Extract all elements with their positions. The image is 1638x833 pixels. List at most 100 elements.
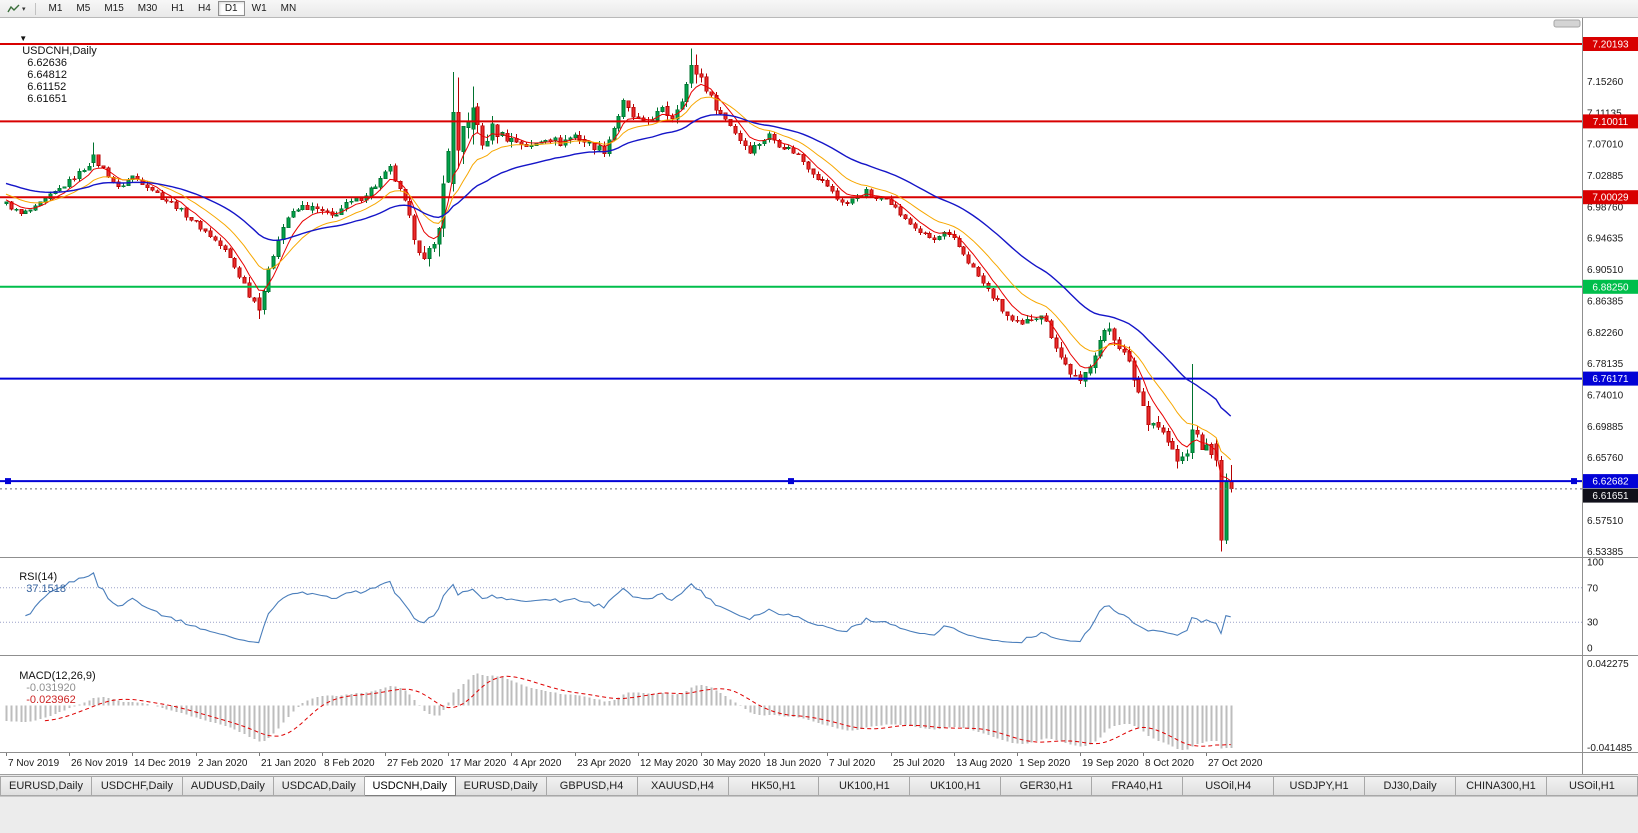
price-axis: 7.15260 7.11135 7.07010 7.02885 6.98760 6.946… [1587, 77, 1624, 558]
line-selection-handle[interactable] [1571, 478, 1577, 485]
date-label: 1 Sep 2020 [1019, 758, 1071, 769]
price-badge [1583, 488, 1638, 503]
tab-usdcad-daily[interactable]: USDCAD,Daily [273, 776, 365, 796]
tab-usoil-h4[interactable]: USOil,H4 [1183, 776, 1275, 796]
chart-canvas[interactable]: 7.15260 7.11135 7.07010 7.02885 6.98760 6.946… [0, 18, 1638, 774]
timeframe-button-m15[interactable]: M15 [97, 1, 130, 16]
date-label: 7 Nov 2019 [8, 758, 60, 769]
line-selection-handle[interactable] [5, 478, 11, 485]
price-badge [1583, 114, 1638, 129]
price-tick-label: 6.65760 [1587, 453, 1624, 464]
price-badge-label: 6.62682 [1592, 477, 1629, 488]
price-tick-label: 7.15260 [1587, 77, 1624, 88]
chart-type-button[interactable]: ▾ [4, 1, 29, 16]
timeframe-button-w1[interactable]: W1 [245, 1, 274, 16]
moving-average-6 [5, 83, 1231, 482]
timeframe-button-m30[interactable]: M30 [131, 1, 164, 16]
date-label: 27 Feb 2020 [387, 758, 444, 769]
price-tick-label: 7.11135 [1587, 108, 1622, 119]
date-label: 27 Oct 2020 [1208, 758, 1263, 769]
date-label: 14 Dec 2019 [134, 758, 191, 769]
price-badge [1583, 37, 1638, 51]
price-badge-label: 7.20193 [1592, 40, 1629, 51]
date-label: 18 Jun 2020 [766, 758, 821, 769]
price-tick-label: 6.94635 [1587, 234, 1624, 245]
rsi-axis-label: 0 [1587, 644, 1593, 655]
timeframe-button-h4[interactable]: H4 [191, 1, 218, 16]
price-tick-label: 6.98760 [1587, 202, 1624, 213]
timeframe-button-group: M1 M5 M15 M30 H1 H4 D1 W1 MN [42, 1, 304, 16]
timeframe-button-m5[interactable]: M5 [69, 1, 97, 16]
macd-signal-line [44, 675, 1231, 747]
date-label: 12 May 2020 [640, 758, 698, 769]
price-badge-label: 7.00029 [1592, 193, 1629, 204]
chart-background [0, 18, 1638, 774]
price-badge-label: 6.61651 [1592, 491, 1629, 502]
date-label: 4 Apr 2020 [513, 758, 562, 769]
toolbar-separator [34, 2, 36, 15]
price-tick-label: 6.74010 [1587, 391, 1624, 402]
price-tick-label: 6.57510 [1587, 516, 1624, 527]
macd-histogram [5, 673, 1233, 750]
dropdown-caret-icon: ▾ [22, 5, 26, 13]
price-badge [1583, 474, 1638, 489]
price-badges: 7.20193 7.10011 7.00029 6.88250 6.76171 6.626… [1583, 37, 1638, 503]
moving-average-34 [5, 114, 1232, 417]
date-axis: 7 Nov 2019 26 Nov 2019 14 Dec 2019 2 Jan 20… [6, 753, 1263, 769]
date-label: 19 Sep 2020 [1082, 758, 1139, 769]
tab-dj30-daily[interactable]: DJ30,Daily [1365, 776, 1456, 796]
price-tick-label: 7.07010 [1587, 140, 1624, 151]
price-tick-label: 6.86385 [1587, 296, 1624, 307]
zigzag-chart-icon [7, 4, 20, 12]
tab-uk100-h1[interactable]: UK100,H1 [910, 776, 1002, 796]
price-badge [1583, 190, 1638, 205]
date-label: 7 Jul 2020 [829, 758, 876, 769]
line-selection-handle[interactable] [788, 478, 794, 485]
price-tick-label: 6.69885 [1587, 422, 1624, 433]
date-label: 23 Apr 2020 [577, 758, 631, 769]
tab-usdjpy-h1[interactable]: USDJPY,H1 [1274, 776, 1366, 796]
tab-usdchf-daily[interactable]: USDCHF,Daily [91, 776, 183, 796]
price-badge [1583, 279, 1638, 294]
timeframe-button-mn[interactable]: MN [274, 1, 304, 16]
tab-eurusd-daily[interactable]: EURUSD,Daily [0, 776, 92, 796]
price-badge-label: 6.76171 [1592, 374, 1629, 385]
tab-gbpusd-h4[interactable]: GBPUSD,H4 [546, 776, 638, 796]
chart-scrollbar-thumb[interactable] [1553, 19, 1581, 28]
horizontal-lines [0, 43, 1582, 485]
date-label: 17 Mar 2020 [450, 758, 507, 769]
rsi-axis-label: 100 [1587, 558, 1604, 569]
tab-audusd-daily[interactable]: AUDUSD,Daily [182, 776, 274, 796]
date-label: 26 Nov 2019 [71, 758, 128, 769]
price-tick-label: 6.82260 [1587, 328, 1624, 339]
date-label: 30 May 2020 [703, 758, 761, 769]
tab-china300-h1[interactable]: CHINA300,H1 [1456, 776, 1547, 796]
tab-usoil-h1[interactable]: USOil,H1 [1546, 776, 1638, 796]
price-tick-label: 6.78135 [1587, 359, 1624, 370]
rsi-axis-label: 30 [1587, 618, 1599, 629]
date-label: 2 Jan 2020 [198, 758, 248, 769]
rsi-line [25, 572, 1231, 644]
tab-fra40-h1[interactable]: FRA40,H1 [1092, 776, 1184, 796]
tab-hk50-h1[interactable]: HK50,H1 [728, 776, 820, 796]
tab-uk100-h1[interactable]: UK100,H1 [819, 776, 911, 796]
date-label: 13 Aug 2020 [956, 758, 1013, 769]
timeframe-button-m1[interactable]: M1 [42, 1, 70, 16]
price-tick-label: 7.02885 [1587, 171, 1624, 182]
date-label: 21 Jan 2020 [261, 758, 316, 769]
timeframe-button-d1[interactable]: D1 [217, 1, 245, 16]
chart-tab-bar: EURUSD,Daily USDCHF,Daily AUDUSD,Daily USDC… [0, 774, 1638, 796]
price-badge-label: 6.88250 [1592, 282, 1629, 293]
price-tick-label: 6.90510 [1587, 265, 1624, 276]
macd-scale-top: 0.042275 [1587, 659, 1629, 670]
date-label: 25 Jul 2020 [893, 758, 945, 769]
tab-ger30-h1[interactable]: GER30,H1 [1001, 776, 1093, 796]
tab-xauusd-h4[interactable]: XAUUSD,H4 [637, 776, 729, 796]
rsi-axis-label: 70 [1587, 583, 1599, 594]
price-badge-label: 7.10011 [1593, 117, 1629, 128]
timeframe-button-h1[interactable]: H1 [164, 1, 191, 16]
tab-usdcnh-daily[interactable]: USDCNH,Daily [364, 776, 456, 796]
status-bar [0, 796, 1638, 833]
tab-eurusd-daily[interactable]: EURUSD,Daily [455, 776, 547, 796]
